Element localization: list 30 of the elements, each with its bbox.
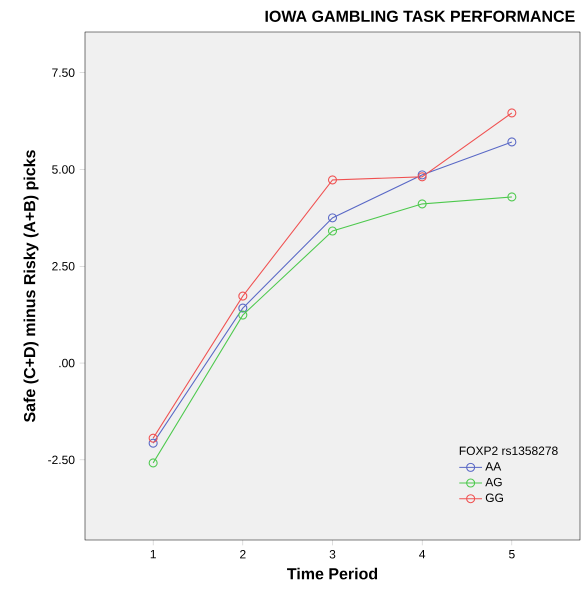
point <box>148 458 158 468</box>
y-axis-title: Safe (C+D) minus Risky (A+B) picks <box>24 150 38 422</box>
y-tick-label: 5.00 <box>52 165 74 174</box>
point <box>148 438 158 448</box>
legend-label: AA <box>485 462 502 470</box>
legend-label: AG <box>485 478 502 486</box>
x-tick-label: 3 <box>330 550 336 559</box>
point <box>507 137 516 147</box>
point <box>328 175 338 184</box>
legend-label: GG <box>486 494 504 502</box>
y-tick-label: -2.50 <box>48 456 74 464</box>
y-tick-label: 2.50 <box>52 262 74 271</box>
point <box>507 192 516 202</box>
legend-title: FOXP2 rs1358278 <box>460 446 558 456</box>
y-tick-label: 7.50 <box>52 68 74 77</box>
x-tick-label: 4 <box>419 550 426 558</box>
x-axis-title: Time Period <box>287 568 378 580</box>
x-tick-label: 1 <box>150 550 156 558</box>
y-tick-label: .00 <box>59 358 74 368</box>
point <box>507 108 516 118</box>
point <box>238 292 248 301</box>
x-tick-label: 5 <box>508 550 515 558</box>
point <box>328 213 338 222</box>
point <box>148 434 158 443</box>
point <box>418 199 427 208</box>
point <box>238 310 248 320</box>
point <box>328 226 338 236</box>
point <box>238 304 248 313</box>
x-tick-label: 2 <box>240 550 246 558</box>
chart-title: IOWA GAMBLING TASK PERFORMANCE <box>266 10 575 22</box>
